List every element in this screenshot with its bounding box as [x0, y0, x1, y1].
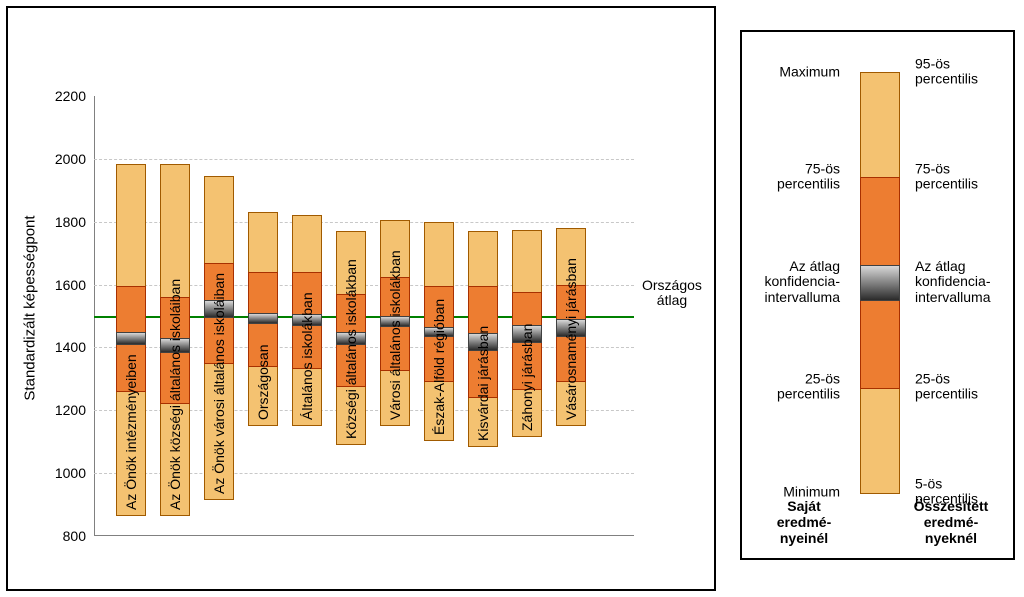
y-tick-label: 1800: [55, 214, 86, 230]
legend-left-label: Az átlagkonfidencia-intervalluma: [750, 259, 840, 305]
y-tick-label: 1000: [55, 465, 86, 481]
plot-area: 8001000120014001600180020002200Országosá…: [94, 96, 634, 536]
bar-category-label: Városi általános iskolákban: [387, 251, 403, 421]
percentile-bar: Városi általános iskolákban: [380, 96, 410, 536]
legend-bar-segment-ci: [860, 265, 900, 301]
percentile-bar: Az Önök városi általános iskoláiban: [204, 96, 234, 536]
y-tick-label: 800: [63, 528, 86, 544]
bar-category-label: Az Önök községi általános iskoláiban: [167, 279, 183, 510]
percentile-bar: Záhonyi járásban: [512, 96, 542, 536]
y-tick-label: 1600: [55, 277, 86, 293]
percentile-bar: Az Önök intézményeiben: [116, 96, 146, 536]
y-tick-label: 1200: [55, 402, 86, 418]
y-tick-label: 2200: [55, 88, 86, 104]
percentile-bar: Községi általános iskolákban: [336, 96, 366, 536]
legend-panel: Maximum 75-öspercentilis Az átlagkonfidenc…: [740, 30, 1015, 560]
percentile-bar: Észak-Alföld régióban: [424, 96, 454, 536]
legend-right-label: Az átlagkonfidencia-intervalluma: [915, 259, 1005, 305]
legend-left-column: Maximum75-öspercentilisAz átlagkonfidenc…: [750, 72, 840, 488]
legend-footer-right-text: Összesítetteredmé-nyeknél: [914, 498, 989, 546]
percentile-bar: Országosan: [248, 96, 278, 536]
legend-bar-column: [860, 72, 900, 488]
legend-footer-left: Sajáteredmé-nyeinél: [754, 498, 854, 546]
legend-footer-left-text: Sajáteredmé-nyeinél: [777, 498, 831, 546]
bar-segment-ci: [116, 332, 146, 345]
bar-category-label: Záhonyi járásban: [519, 324, 535, 431]
y-tick-label: 2000: [55, 151, 86, 167]
y-tick-label: 1400: [55, 339, 86, 355]
legend-right-label: 75-öspercentilis: [915, 162, 1005, 193]
bar-category-label: Községi általános iskolákban: [343, 260, 359, 440]
countrywide-avg-label: Országosátlag: [642, 278, 702, 309]
bar-category-label: Az Önök intézményeiben: [123, 354, 139, 510]
legend-left-label: 75-öspercentilis: [750, 162, 840, 193]
bar-category-label: Vásárosnaményi járásban: [563, 259, 579, 421]
bar-segment-ci: [248, 313, 278, 324]
y-axis-label: Standardizált képességpont: [22, 215, 39, 400]
chart-panel: Standardizált képességpont 8001000120014…: [6, 6, 716, 591]
legend-right-label: 25-öspercentilis: [915, 372, 1005, 403]
legend-left-label: 25-öspercentilis: [750, 372, 840, 403]
legend-footer-right: Összesítetteredmé-nyeknél: [901, 498, 1001, 546]
bar-category-label: Általános iskolákban: [299, 293, 315, 421]
percentile-bar: Vásárosnaményi járásban: [556, 96, 586, 536]
bar-category-label: Kisvárdai járásban: [475, 326, 491, 441]
legend-right-column: 95-öspercentilis75-öspercentilisAz átlag…: [915, 72, 1005, 488]
percentile-bar: Általános iskolákban: [292, 96, 322, 536]
legend-left-label: Maximum: [750, 64, 840, 79]
bar-category-label: Országosan: [255, 345, 271, 420]
bar-category-label: Észak-Alföld régióban: [431, 298, 447, 434]
percentile-bar: Az Önök községi általános iskoláiban: [160, 96, 190, 536]
legend-right-label: 95-öspercentilis: [915, 57, 1005, 88]
bar-category-label: Az Önök városi általános iskoláiban: [211, 273, 227, 494]
percentile-bar: Kisvárdai járásban: [468, 96, 498, 536]
